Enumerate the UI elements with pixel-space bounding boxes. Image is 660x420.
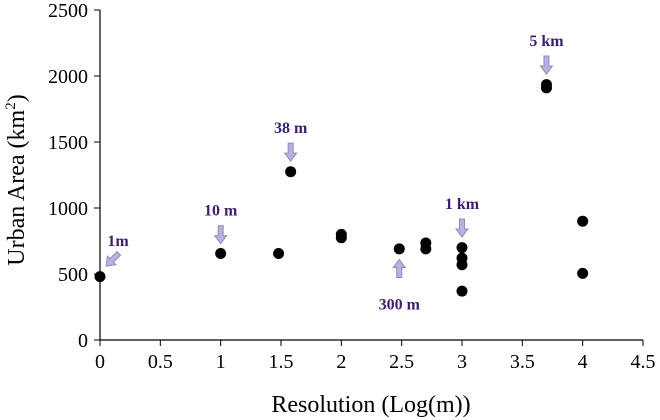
x-tick-label: 1.5 (269, 351, 294, 373)
annotation-label: 38 m (274, 120, 308, 137)
x-tick-label: 3.5 (510, 351, 535, 373)
y-axis-title-sup: 2 (3, 102, 19, 110)
data-points (94, 79, 589, 297)
x-tick-label: 3 (457, 351, 467, 373)
data-point (273, 248, 285, 260)
y-tick-label: 1000 (48, 198, 88, 220)
y-tick-label: 0 (78, 330, 88, 352)
data-point (540, 82, 552, 94)
annotation: 1 km (445, 196, 480, 238)
annotation-arrow (455, 218, 469, 238)
annotation: 10 m (204, 203, 238, 245)
axes: 0 0.5 1 1.5 2 2.5 3 3.5 4 4.5 0 500 1000 1500 2000 2500 (48, 0, 656, 373)
y-axis-title: Urban Area (km2) (3, 94, 30, 265)
annotation-arrow (283, 142, 298, 162)
x-tick-label: 2 (336, 351, 346, 373)
annotation-label: 300 m (379, 296, 421, 313)
annotation: 38 m (274, 120, 308, 162)
data-point (456, 259, 468, 271)
x-tick-label: 0 (95, 351, 105, 373)
svg-text:Urban Area (km2): Urban Area (km2) (3, 94, 30, 265)
data-point (393, 243, 405, 255)
data-point (215, 248, 227, 260)
x-tick-label: 0.5 (148, 351, 173, 373)
annotation-arrow (392, 258, 407, 278)
annotation-arrow (105, 250, 122, 267)
annotations: 1m 10 m 38 m 300 m 1 km 5 km (105, 33, 564, 313)
data-point (94, 271, 106, 283)
annotation-label: 10 m (204, 203, 238, 220)
data-point (335, 232, 347, 244)
annotation-arrow (539, 55, 554, 75)
annotation-arrow (213, 225, 228, 245)
annotation-label: 1m (107, 233, 129, 250)
y-axis-title-tail: ) (4, 94, 30, 102)
annotation: 1m (105, 233, 129, 267)
annotation-label: 5 km (529, 33, 564, 50)
data-point (456, 285, 468, 297)
x-tick-label: 1 (216, 351, 226, 373)
data-point (456, 242, 468, 254)
annotation-label: 1 km (445, 196, 480, 213)
y-axis-title-main: Urban Area (km (4, 109, 30, 265)
annotation: 300 m (379, 258, 421, 313)
y-tick-label: 1500 (48, 132, 88, 154)
annotation: 5 km (529, 33, 564, 75)
data-point (577, 215, 589, 227)
data-point (285, 166, 297, 178)
data-point (420, 243, 432, 255)
x-axis-title: Resolution (Log(m)) (271, 392, 470, 418)
x-tick-label: 4.5 (631, 351, 656, 373)
x-tick-label: 4 (578, 351, 588, 373)
x-tick-label: 2.5 (389, 351, 414, 373)
y-tick-label: 500 (58, 264, 88, 286)
data-point (577, 267, 589, 279)
y-tick-label: 2500 (48, 0, 88, 22)
y-tick-label: 2000 (48, 66, 88, 88)
